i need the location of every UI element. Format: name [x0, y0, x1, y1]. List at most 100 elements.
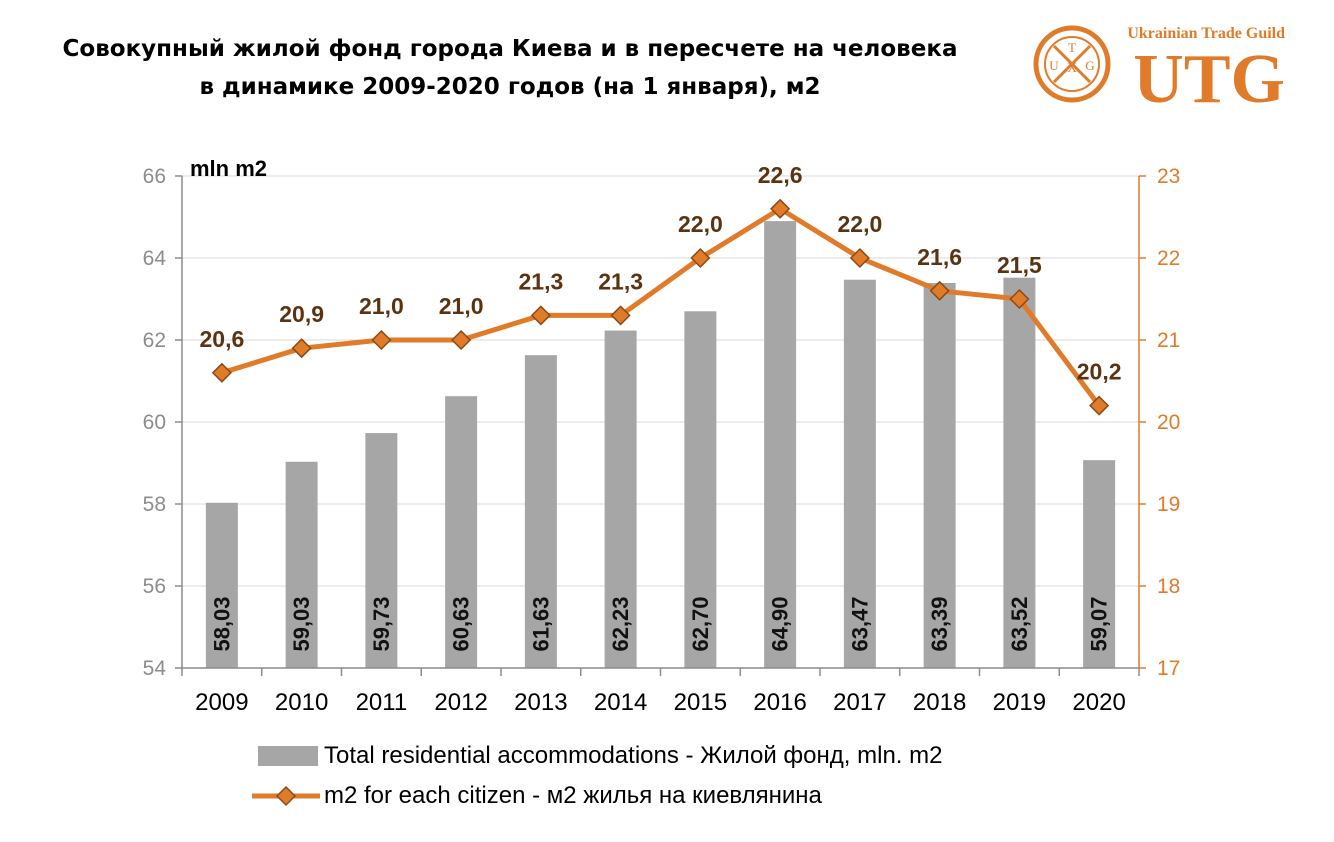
bar	[205, 502, 238, 668]
x-tick-label: 2009	[195, 689, 248, 716]
bar-data-label: 59,73	[369, 596, 394, 651]
x-tick-label: 2012	[434, 689, 487, 716]
x-tick-label: 2017	[833, 689, 886, 716]
bar-data-label: 63,52	[1007, 596, 1032, 651]
line-point-marker	[1089, 395, 1110, 416]
x-tick-label: 2014	[594, 689, 647, 716]
x-tick-label: 2019	[993, 689, 1046, 716]
line-point-marker	[770, 198, 791, 219]
y-right-tick-label: 17	[1157, 657, 1180, 680]
line-data-label: 21,0	[359, 293, 404, 319]
logo-tagline: Ukrainian Trade Guild	[1127, 25, 1285, 42]
x-tick-label: 2020	[1072, 689, 1125, 716]
legend-item-bars: Total residential accommodations - Жилой…	[250, 736, 942, 776]
line-data-label: 20,2	[1077, 359, 1122, 385]
line-point-marker	[929, 280, 950, 301]
logo-main-text: UTG	[1133, 41, 1285, 108]
line-point-marker	[530, 305, 551, 326]
line-point-marker	[291, 338, 312, 359]
line-data-labels: 20,6 20,9 21,0 21,0 21,3 21,3 22,0 22,6 22,0 21,6…	[199, 162, 1121, 385]
x-tick-label: 2016	[753, 689, 806, 716]
line-path	[221, 206, 1102, 408]
line-data-label: 22,0	[837, 211, 882, 237]
line-data-label: 21,3	[598, 268, 643, 294]
gridlines	[182, 175, 1139, 587]
bar-data-label: 63,47	[847, 596, 872, 651]
x-tick-label: 2010	[275, 689, 328, 716]
chart-title-line2: в динамике 2009-2020 годов (на 1 января)…	[199, 74, 821, 100]
bar-data-label: 63,39	[927, 596, 952, 651]
line-data-label: 21,6	[917, 244, 962, 270]
line-data-label: 21,0	[439, 293, 484, 319]
y-left-tick-label: 54	[143, 657, 167, 680]
y-left-tick-label: 56	[143, 575, 166, 598]
line-data-label: 21,3	[518, 268, 563, 294]
utg-seal-icon: U T G X	[1033, 25, 1111, 103]
bar	[843, 279, 876, 668]
seal-letter-u: U	[1049, 58, 1059, 73]
bar-data-label: 59,07	[1087, 596, 1112, 651]
bar	[1083, 460, 1116, 668]
line-data-label: 21,5	[997, 252, 1042, 278]
line-data-label: 22,0	[678, 211, 723, 237]
bar-data-label: 64,90	[768, 596, 793, 651]
bar	[684, 311, 717, 668]
line-point-marker	[371, 329, 392, 351]
utg-logo: U T G X Ukrainian Trade Guild UTG	[1033, 25, 1285, 108]
legend-item-line: m2 for each citizen - м2 жилья на киевля…	[250, 776, 942, 816]
bar-data-label: 58,03	[209, 596, 234, 651]
x-tick-label: 2015	[674, 689, 727, 716]
y-left-tick-label: 66	[143, 165, 166, 188]
line-data-label: 20,6	[199, 326, 244, 352]
bar	[923, 283, 956, 668]
y-right-tick-label: 19	[1157, 493, 1180, 516]
y-left-tick-label: 62	[143, 329, 166, 352]
bar	[445, 396, 478, 668]
line-point-marker	[849, 247, 870, 269]
y-left-tick-label: 64	[143, 247, 167, 270]
bar-data-labels: 58,03 59,03 59,73 60,63 61,63 62,23 62,70 64,90…	[209, 596, 1111, 651]
bar-data-label: 59,03	[289, 596, 314, 651]
y-axis-unit-label: mln m2	[190, 156, 267, 181]
bar-data-label: 62,23	[608, 596, 633, 651]
legend-line-swatch	[252, 785, 320, 807]
bar	[1003, 277, 1036, 668]
bar-data-label: 61,63	[528, 596, 553, 651]
chart-title: Совокупный жилой фонд города Киева и в п…	[0, 30, 1020, 106]
seal-letter-g: G	[1085, 58, 1094, 73]
y-left-tick-label: 60	[143, 411, 166, 434]
y-right-tick-label: 22	[1157, 247, 1180, 270]
bar	[365, 433, 398, 668]
y-right-tick-label: 23	[1157, 165, 1180, 188]
line-point-marker	[610, 305, 631, 326]
y-right-tick-label: 18	[1157, 575, 1180, 598]
legend-bar-swatch	[258, 746, 318, 766]
bar	[604, 330, 637, 668]
seal-letter-x: X	[1067, 61, 1077, 76]
y-right-tick-label: 21	[1157, 329, 1180, 352]
legend-line-label: m2 for each citizen - м2 жилья на киевля…	[324, 782, 822, 809]
legend-bar-label: Total residential accommodations - Жилой…	[324, 742, 943, 769]
line-series	[211, 198, 1110, 416]
y-right-tick-label: 20	[1157, 411, 1180, 434]
line-data-label: 20,9	[279, 301, 324, 327]
bar	[524, 355, 557, 668]
seal-letter-t: T	[1068, 40, 1076, 55]
bar	[764, 221, 797, 668]
chart-title-line1: Совокупный жилой фонд города Киева и в п…	[62, 36, 958, 62]
x-tick-label: 2011	[356, 689, 408, 716]
bar	[285, 461, 318, 668]
line-point-marker	[1009, 288, 1030, 310]
axes	[175, 175, 1146, 676]
bar-data-label: 60,63	[449, 596, 474, 651]
x-tick-label: 2018	[913, 689, 966, 716]
y-left-tick-label: 58	[143, 493, 166, 516]
line-data-label: 22,6	[758, 162, 803, 188]
line-point-marker	[690, 247, 711, 269]
bar-data-label: 62,70	[688, 596, 713, 651]
legend: Total residential accommodations - Жилой…	[250, 736, 942, 816]
bar-series	[205, 221, 1116, 668]
x-tick-label: 2013	[514, 689, 567, 716]
axis-tick-labels: 54 56 58 60 62 64 66 17 18 19 20 21 22 23 2009 2010 2011…	[143, 165, 1181, 716]
